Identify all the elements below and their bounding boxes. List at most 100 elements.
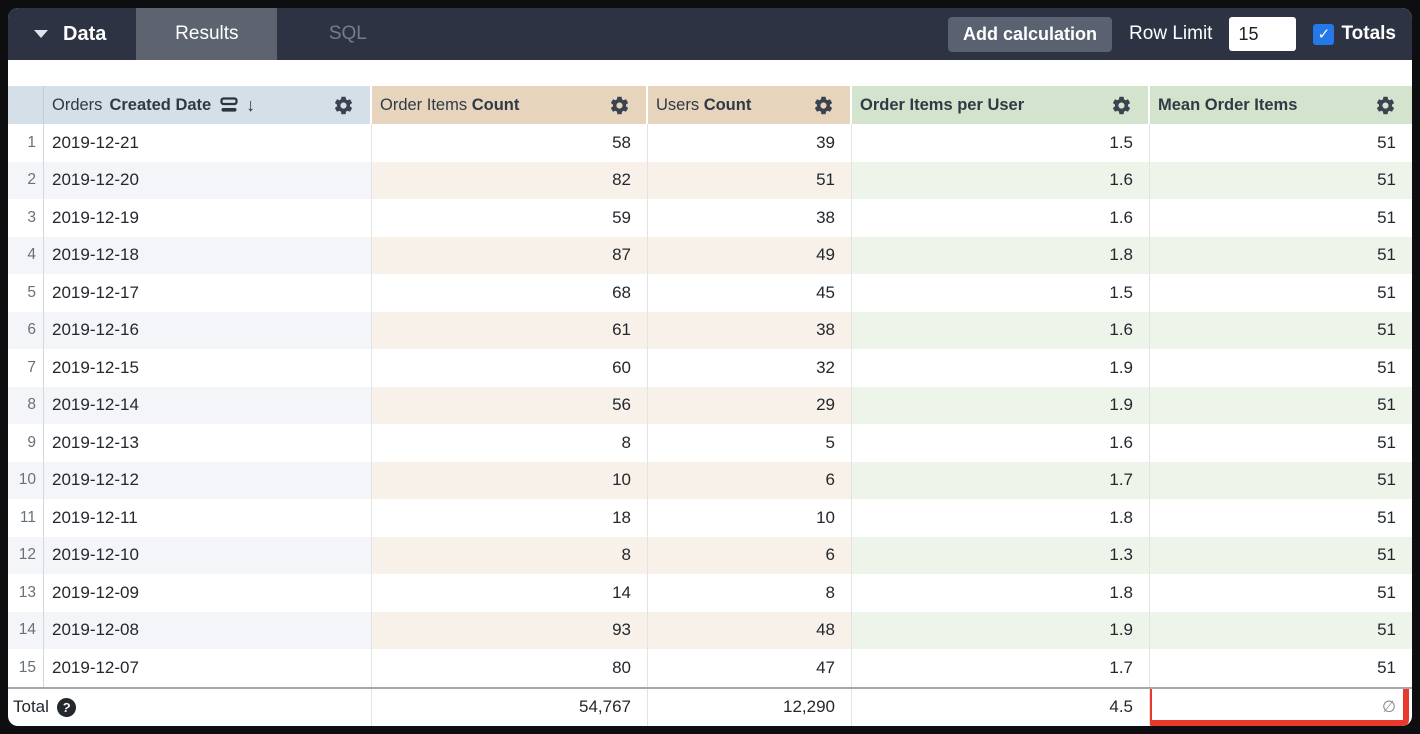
cell-orders-created-date[interactable]: 2019-12-13 xyxy=(44,424,372,462)
cell-orders-created-date[interactable]: 2019-12-18 xyxy=(44,236,372,274)
total-order-items-per-user[interactable]: 4.5 xyxy=(852,688,1150,726)
cell-users-count[interactable]: 10 xyxy=(648,499,852,537)
cell-orders-created-date[interactable]: 2019-12-19 xyxy=(44,199,372,237)
cell-order-items-count[interactable]: 82 xyxy=(372,161,648,199)
cell-order-items-count[interactable]: 58 xyxy=(372,124,648,162)
gear-icon[interactable] xyxy=(813,95,834,116)
cell-order-items-per-user[interactable]: 1.8 xyxy=(852,236,1150,274)
total-users-count[interactable]: 12,290 xyxy=(648,688,852,726)
column-header-users-count[interactable]: Users Count xyxy=(648,86,852,124)
help-icon[interactable]: ? xyxy=(55,696,78,718)
cell-orders-created-date[interactable]: 2019-12-10 xyxy=(44,536,372,574)
cell-users-count[interactable]: 49 xyxy=(648,236,852,274)
cell-order-items-count[interactable]: 8 xyxy=(372,424,648,462)
tab-results[interactable]: Results xyxy=(136,8,278,60)
cell-users-count[interactable]: 47 xyxy=(648,649,852,687)
cell-orders-created-date[interactable]: 2019-12-15 xyxy=(44,349,372,387)
cell-mean-order-items[interactable]: 51 xyxy=(1377,207,1396,227)
cell-order-items-count[interactable]: 87 xyxy=(372,236,648,274)
cell-order-items-per-user[interactable]: 1.9 xyxy=(852,386,1150,424)
column-header-mean-order-items[interactable]: Mean Order Items xyxy=(1150,86,1412,124)
cell-orders-created-date[interactable]: 2019-12-20 xyxy=(44,161,372,199)
cell-users-count[interactable]: 32 xyxy=(648,349,852,387)
gear-icon[interactable] xyxy=(609,95,630,116)
add-calculation-button[interactable]: Add calculation xyxy=(948,16,1113,52)
cell-order-items-count[interactable]: 93 xyxy=(372,611,648,649)
cell-users-count[interactable]: 6 xyxy=(648,461,852,499)
cell-users-count[interactable]: 51 xyxy=(648,161,852,199)
cell-users-count[interactable]: 45 xyxy=(648,274,852,312)
cell-order-items-per-user[interactable]: 1.6 xyxy=(852,424,1150,462)
cell-order-items-count[interactable]: 61 xyxy=(372,311,648,349)
cell-order-items-count[interactable]: 56 xyxy=(372,386,648,424)
cell-mean-order-items[interactable]: 51 xyxy=(1377,282,1396,302)
column-header-orders-created-date[interactable]: Orders Created Date ↓ xyxy=(44,86,372,124)
cell-order-items-per-user[interactable]: 1.6 xyxy=(852,161,1150,199)
cell-orders-created-date[interactable]: 2019-12-07 xyxy=(44,649,372,687)
total-mean-order-items[interactable]: ∅ xyxy=(1150,688,1412,726)
cell-mean-order-items[interactable]: 51 xyxy=(1377,357,1396,377)
data-toolbar: Data Results SQL Add calculation Row Lim… xyxy=(8,8,1412,60)
tab-sql[interactable]: SQL xyxy=(328,23,367,44)
total-order-items-count[interactable]: 54,767 xyxy=(372,688,648,726)
cell-users-count[interactable]: 48 xyxy=(648,611,852,649)
cell-orders-created-date[interactable]: 2019-12-14 xyxy=(44,386,372,424)
cell-orders-created-date[interactable]: 2019-12-08 xyxy=(44,611,372,649)
cell-mean-order-items[interactable]: 51 xyxy=(1150,236,1412,274)
cell-mean-order-items[interactable]: 51 xyxy=(1377,582,1396,602)
cell-orders-created-date[interactable]: 2019-12-11 xyxy=(44,499,372,537)
cell-mean-order-items[interactable]: 51 xyxy=(1377,507,1396,527)
cell-order-items-per-user[interactable]: 1.8 xyxy=(852,499,1150,537)
cell-mean-order-items[interactable]: 51 xyxy=(1377,132,1396,152)
cell-orders-created-date[interactable]: 2019-12-09 xyxy=(44,574,372,612)
cell-users-count[interactable]: 38 xyxy=(648,311,852,349)
cell-order-items-per-user[interactable]: 1.6 xyxy=(852,311,1150,349)
column-header-order-items-per-user[interactable]: Order Items per User xyxy=(852,86,1150,124)
cell-order-items-per-user[interactable]: 1.5 xyxy=(852,274,1150,312)
gear-icon[interactable] xyxy=(1111,95,1132,116)
cell-order-items-count[interactable]: 68 xyxy=(372,274,648,312)
totals-checkbox[interactable]: ✓ xyxy=(1313,23,1335,45)
cell-orders-created-date[interactable]: 2019-12-12 xyxy=(44,461,372,499)
cell-order-items-count[interactable]: 10 xyxy=(372,461,648,499)
cell-order-items-count[interactable]: 18 xyxy=(372,499,648,537)
cell-orders-created-date[interactable]: 2019-12-17 xyxy=(44,274,372,312)
cell-orders-created-date[interactable]: 2019-12-16 xyxy=(44,311,372,349)
cell-order-items-per-user[interactable]: 1.9 xyxy=(852,349,1150,387)
cell-mean-order-items[interactable]: 51 xyxy=(1150,386,1412,424)
cell-order-items-count[interactable]: 14 xyxy=(372,574,648,612)
table-row: 13 2019-12-09 14 8 1.8 51 xyxy=(8,574,1412,612)
cell-order-items-per-user[interactable]: 1.9 xyxy=(852,611,1150,649)
gear-icon[interactable] xyxy=(333,95,354,116)
cell-order-items-per-user[interactable]: 1.5 xyxy=(852,124,1150,162)
cell-users-count[interactable]: 39 xyxy=(648,124,852,162)
cell-mean-order-items[interactable]: 51 xyxy=(1377,657,1396,677)
cell-orders-created-date[interactable]: 2019-12-21 xyxy=(44,124,372,162)
cell-order-items-count[interactable]: 8 xyxy=(372,536,648,574)
cell-mean-order-items[interactable]: 51 xyxy=(1150,611,1412,649)
gear-icon[interactable] xyxy=(1375,95,1396,116)
cell-order-items-per-user[interactable]: 1.8 xyxy=(852,574,1150,612)
cell-mean-order-items[interactable]: 51 xyxy=(1150,536,1412,574)
cell-order-items-per-user[interactable]: 1.3 xyxy=(852,536,1150,574)
cell-mean-order-items[interactable]: 51 xyxy=(1150,311,1412,349)
cell-mean-order-items[interactable]: 51 xyxy=(1150,161,1412,199)
cell-users-count[interactable]: 29 xyxy=(648,386,852,424)
cell-order-items-per-user[interactable]: 1.7 xyxy=(852,649,1150,687)
row-limit-input[interactable] xyxy=(1229,17,1297,51)
totals-toggle[interactable]: ✓ Totals xyxy=(1313,23,1396,45)
cell-users-count[interactable]: 38 xyxy=(648,199,852,237)
cell-users-count[interactable]: 6 xyxy=(648,536,852,574)
cell-users-count[interactable]: 8 xyxy=(648,574,852,612)
row-number: 12 xyxy=(8,536,44,574)
cell-order-items-count[interactable]: 80 xyxy=(372,649,648,687)
data-section-toggle[interactable]: Data xyxy=(8,8,136,60)
cell-order-items-count[interactable]: 60 xyxy=(372,349,648,387)
cell-order-items-per-user[interactable]: 1.7 xyxy=(852,461,1150,499)
cell-order-items-per-user[interactable]: 1.6 xyxy=(852,199,1150,237)
cell-order-items-count[interactable]: 59 xyxy=(372,199,648,237)
column-header-order-items-count[interactable]: Order Items Count xyxy=(372,86,648,124)
cell-users-count[interactable]: 5 xyxy=(648,424,852,462)
cell-mean-order-items[interactable]: 51 xyxy=(1150,461,1412,499)
cell-mean-order-items[interactable]: 51 xyxy=(1377,432,1396,452)
